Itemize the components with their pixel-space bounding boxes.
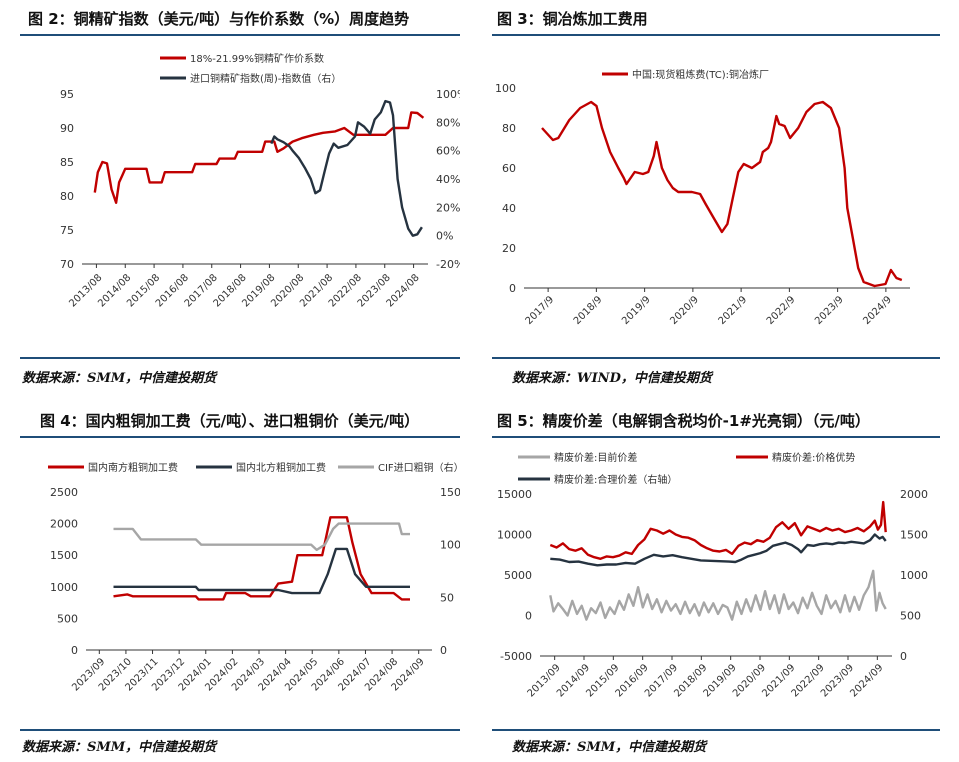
y-left-tick-label: 100: [495, 82, 516, 95]
x-tick-label: 2024/9: [861, 294, 894, 327]
y-right-tick-label: 1500: [900, 529, 928, 542]
fig3-title: 图 3：铜冶炼加工费用: [497, 10, 648, 28]
y-right-tick-label: 500: [900, 610, 921, 623]
legend-label-2: 国内北方粗铜加工费: [236, 461, 326, 474]
y-right-tick-label: 50: [440, 591, 454, 604]
fig5-top-rule: [492, 436, 940, 438]
y-left-tick-label: 1500: [50, 549, 78, 562]
y-right-tick-label: 20%: [436, 201, 460, 214]
y-right-tick-label: -20%: [436, 258, 460, 271]
legend-label-1: 中国:现货粗炼费(TC):铜冶炼厂: [632, 68, 769, 81]
y-left-tick-label: -5000: [500, 650, 532, 663]
y-left-tick-label: 75: [60, 224, 74, 237]
series-line-2: [113, 547, 410, 595]
fig2-chart: 959085807570100%80%60%40%20%0%-20%2013/0…: [60, 52, 460, 309]
x-tick-label: 2021/9: [717, 294, 750, 327]
legend-label-3: 精废价差:合理价差（右轴）: [554, 473, 677, 486]
y-left-tick-label: 10000: [497, 529, 532, 542]
fig5-source: 数据来源：SMM，中信建投期货: [512, 740, 707, 755]
fig3-chart: 100 80 60 40 20 0 2017/9 2018/9 2019/9 2020/9 2021…: [495, 68, 910, 327]
x-tick-label: 2017/9: [524, 294, 557, 327]
y-left-tick-label: 70: [60, 258, 74, 271]
fig3-bottom-rule: [492, 357, 940, 359]
fig4-chart: 250020001500100050001501005002023/092023…: [48, 461, 460, 693]
y-left-tick-label: 1000: [50, 581, 78, 594]
fig2-title: 图 2：铜精矿指数（美元/吨）与作价系数（%）周度趋势: [28, 10, 410, 28]
y-left-tick-label: 95: [60, 88, 74, 101]
y-left-tick-label: 15000: [497, 488, 532, 501]
y-right-tick-label: 2000: [900, 488, 928, 501]
fig5-title: 图 5：精废价差（电解铜含税均价-1#光亮铜）（元/吨）: [497, 412, 870, 430]
y-left-tick-label: 2500: [50, 486, 78, 499]
legend-label-2: 进口铜精矿指数(周)-指数值（右）: [190, 72, 341, 85]
series-line-2: [549, 500, 887, 560]
series-line-3: [113, 522, 410, 552]
fig4-bottom-rule: [20, 729, 460, 731]
x-tick-label: 2020/9: [668, 294, 701, 327]
series-line-1: [541, 100, 903, 288]
y-left-tick-label: 2000: [50, 518, 78, 531]
y-left-tick-label: 0: [71, 644, 78, 657]
y-left-tick-label: 5000: [504, 569, 532, 582]
fig4-source: 数据来源：SMM，中信建投期货: [22, 740, 217, 755]
y-right-tick-label: 100%: [436, 88, 460, 101]
y-left-tick-label: 500: [57, 612, 78, 625]
x-tick-label: 2019/9: [620, 294, 653, 327]
legend-label-1: 精废价差:目前价差: [554, 451, 637, 464]
series-line-1: [113, 516, 410, 601]
series-line-1: [549, 569, 887, 621]
series-line-3: [550, 533, 887, 567]
fig2-bottom-rule: [20, 357, 460, 359]
y-right-tick-label: 80%: [436, 116, 460, 129]
x-tick-label: 2023/9: [813, 294, 846, 327]
y-left-tick-label: 0: [509, 282, 516, 295]
legend-label-3: CIF进口粗铜（右）: [378, 461, 460, 474]
y-right-tick-label: 100: [440, 539, 460, 552]
fig5-chart: 150001000050000-500020001500100050002013…: [497, 451, 928, 699]
fig2-source: 数据来源：SMM，中信建投期货: [22, 371, 217, 386]
y-left-tick-label: 80: [60, 190, 74, 203]
y-left-tick-label: 80: [502, 122, 516, 135]
fig3-top-rule: [492, 34, 940, 36]
fig2-top-rule: [20, 34, 460, 36]
series-line-2: [270, 99, 423, 237]
y-left-tick-label: 0: [525, 610, 532, 623]
y-right-tick-label: 0: [440, 644, 447, 657]
x-tick-label: 2018/9: [572, 294, 605, 327]
x-tick-label: 2022/9: [765, 294, 798, 327]
y-left-tick-label: 60: [502, 162, 516, 175]
legend-label-2: 精废价差:价格优势: [772, 451, 855, 464]
fig3-source: 数据来源：WIND，中信建投期货: [512, 371, 712, 386]
y-right-tick-label: 1000: [900, 569, 928, 582]
series-line-1: [93, 111, 425, 204]
legend-label-1: 国内南方粗铜加工费: [88, 461, 178, 474]
y-left-tick-label: 20: [502, 242, 516, 255]
y-right-tick-label: 0%: [436, 230, 453, 243]
fig4-top-rule: [20, 436, 460, 438]
legend-label-1: 18%-21.99%铜精矿作价系数: [190, 52, 324, 65]
fig5-bottom-rule: [492, 729, 940, 731]
y-left-tick-label: 90: [60, 122, 74, 135]
y-right-tick-label: 150: [440, 486, 460, 499]
y-right-tick-label: 60%: [436, 145, 460, 158]
y-right-tick-label: 40%: [436, 173, 460, 186]
y-left-tick-label: 40: [502, 202, 516, 215]
y-right-tick-label: 0: [900, 650, 907, 663]
y-left-tick-label: 85: [60, 156, 74, 169]
fig4-title: 图 4：国内粗铜加工费（元/吨）、进口粗铜价（美元/吨）: [40, 412, 420, 430]
